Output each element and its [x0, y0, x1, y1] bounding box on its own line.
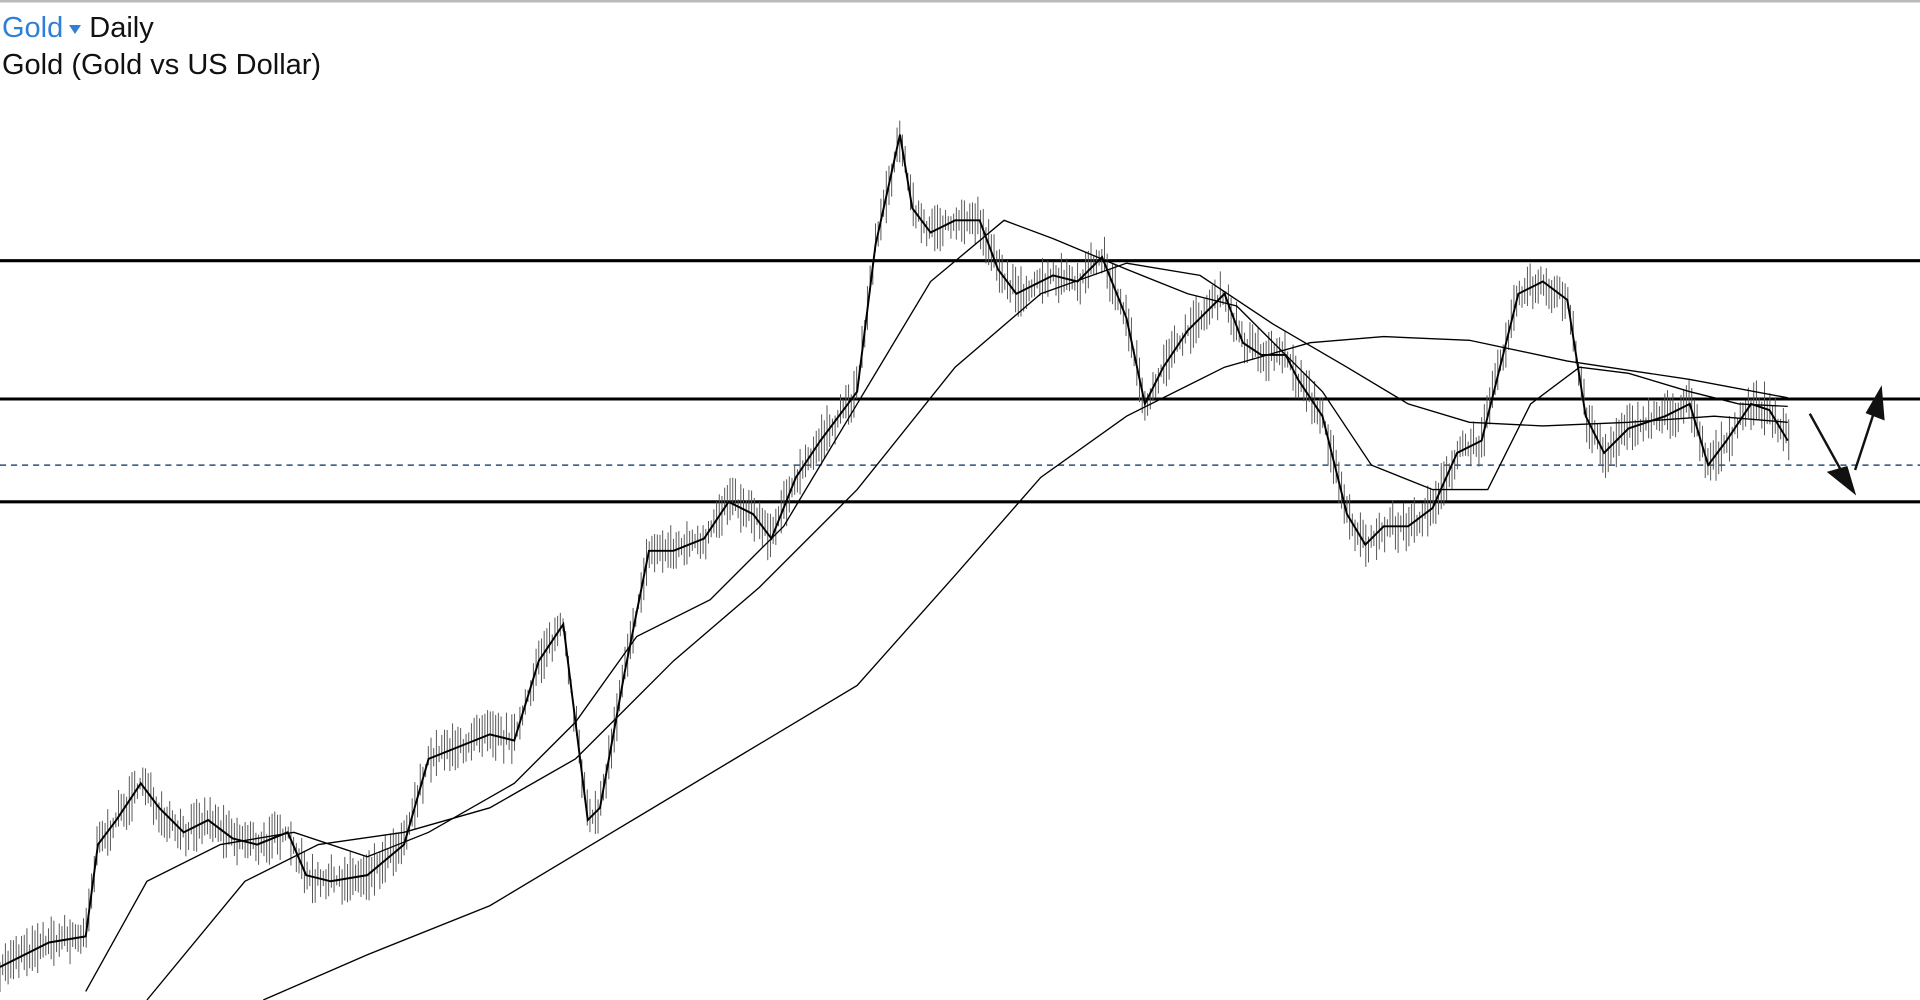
dropdown-caret[interactable] — [69, 24, 82, 35]
moving-average-fast — [0, 134, 1789, 968]
interval[interactable]: Daily — [89, 12, 154, 44]
chart-header: Gold Daily Gold (Gold vs US Dollar) — [2, 10, 321, 84]
moving-average-200 — [262, 335, 1788, 1000]
projection-arrows[interactable] — [1808, 385, 1885, 496]
instrument-description: Gold (Gold vs US Dollar) — [2, 49, 322, 81]
moving-average-50 — [85, 219, 1788, 992]
symbol-selector[interactable]: Gold — [2, 12, 64, 44]
price-bars — [0, 120, 1790, 993]
moving-average-100 — [146, 262, 1788, 1000]
symbol-row: Gold Daily — [2, 10, 321, 47]
